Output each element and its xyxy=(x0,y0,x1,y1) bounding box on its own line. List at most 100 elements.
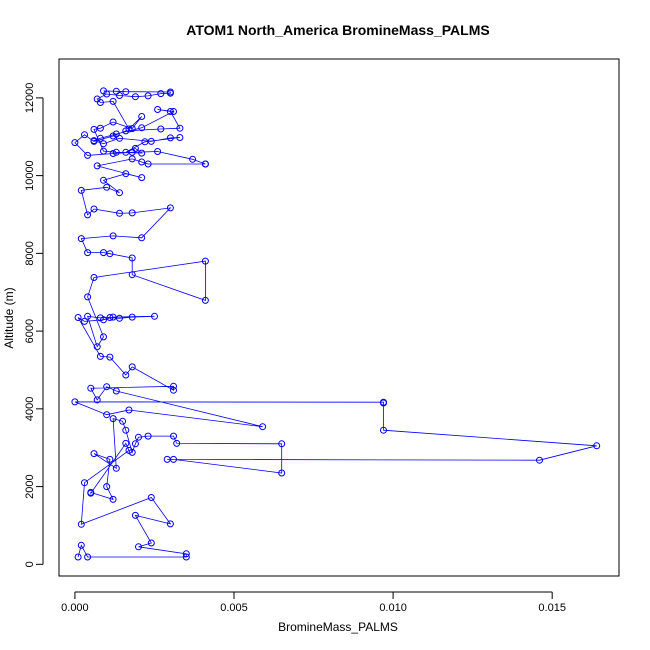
data-point xyxy=(93,162,101,170)
data-point xyxy=(163,455,171,463)
data-point xyxy=(176,124,184,132)
data-point xyxy=(593,442,601,450)
data-point xyxy=(201,296,209,304)
data-point xyxy=(166,520,174,528)
data-point xyxy=(100,176,107,184)
data-point xyxy=(380,398,387,406)
data-point xyxy=(84,312,92,320)
data-point xyxy=(170,382,177,390)
data-point xyxy=(109,232,117,240)
y-tick-label: 0 xyxy=(24,561,36,567)
data-point xyxy=(128,155,136,163)
axes: 0.000 0.005 0.010 0.015 0 2000 4000 6000 8000 100… xyxy=(24,83,566,614)
data-point xyxy=(141,138,149,146)
data-point xyxy=(536,456,543,464)
data-point xyxy=(84,553,92,561)
data-point xyxy=(90,274,98,281)
data-point xyxy=(154,106,162,113)
data-point xyxy=(100,333,107,341)
data-point xyxy=(84,293,92,301)
data-point xyxy=(106,455,114,463)
data-point xyxy=(90,205,98,213)
data-point xyxy=(87,384,95,392)
data-point xyxy=(154,148,162,155)
data-point xyxy=(182,553,190,561)
data-point xyxy=(380,426,387,434)
y-tick-label: 8000 xyxy=(24,241,36,265)
data-point xyxy=(116,209,123,217)
data-point xyxy=(71,398,79,406)
data-point xyxy=(84,211,92,219)
data-point xyxy=(103,183,111,191)
data-point xyxy=(151,312,158,320)
data-point xyxy=(77,235,85,243)
data-point xyxy=(122,371,130,379)
data-point xyxy=(71,139,79,147)
data-point xyxy=(201,257,209,265)
data-point xyxy=(166,204,174,212)
data-point xyxy=(109,415,117,423)
data-point xyxy=(122,148,130,156)
data-point xyxy=(170,108,177,115)
data-point xyxy=(166,88,174,96)
data-point xyxy=(87,488,95,496)
data-point xyxy=(122,439,130,447)
x-tick-label: 0.010 xyxy=(379,602,407,614)
data-point xyxy=(176,134,184,141)
data-point xyxy=(90,125,98,133)
data-point xyxy=(112,464,120,472)
data-point xyxy=(201,160,209,168)
data-point xyxy=(109,313,117,321)
data-point xyxy=(74,553,82,561)
data-point xyxy=(259,423,267,431)
plot-area xyxy=(71,87,601,561)
data-point xyxy=(170,432,177,440)
series-line xyxy=(74,90,597,558)
data-point xyxy=(278,440,286,448)
data-point xyxy=(147,539,155,547)
data-point xyxy=(112,87,120,95)
data-point xyxy=(122,88,130,96)
data-point xyxy=(74,314,82,321)
data-point xyxy=(96,134,104,142)
data-point xyxy=(278,469,286,477)
data-point xyxy=(138,124,146,132)
data-point xyxy=(93,343,101,351)
data-point xyxy=(103,383,111,391)
data-point xyxy=(189,155,197,163)
data-point xyxy=(100,140,107,148)
data-point xyxy=(131,144,139,152)
data-point xyxy=(144,92,152,100)
data-point xyxy=(138,113,146,120)
data-point xyxy=(131,440,139,448)
data-point xyxy=(119,417,127,425)
data-point xyxy=(112,148,120,156)
y-tick-label: 4000 xyxy=(24,397,36,421)
data-point xyxy=(138,234,146,242)
data-point xyxy=(77,186,85,194)
data-point xyxy=(147,494,155,501)
data-point xyxy=(144,160,152,168)
data-point xyxy=(157,125,165,133)
data-point xyxy=(135,543,142,551)
data-point xyxy=(131,93,139,101)
data-point xyxy=(106,353,114,361)
data-point xyxy=(138,149,146,157)
data-point xyxy=(93,95,101,103)
data-point xyxy=(112,387,120,395)
data-point xyxy=(109,495,117,503)
data-point xyxy=(90,137,98,145)
data-point xyxy=(125,125,133,133)
x-tick-label: 0.000 xyxy=(61,602,89,614)
data-point xyxy=(166,108,174,115)
data-point xyxy=(144,432,152,440)
data-point xyxy=(103,411,111,419)
data-point xyxy=(84,151,92,159)
data-point xyxy=(138,174,146,182)
data-point xyxy=(128,125,136,133)
data-point xyxy=(81,317,88,325)
data-point xyxy=(128,271,136,279)
data-point xyxy=(135,433,142,441)
data-point xyxy=(157,90,165,98)
